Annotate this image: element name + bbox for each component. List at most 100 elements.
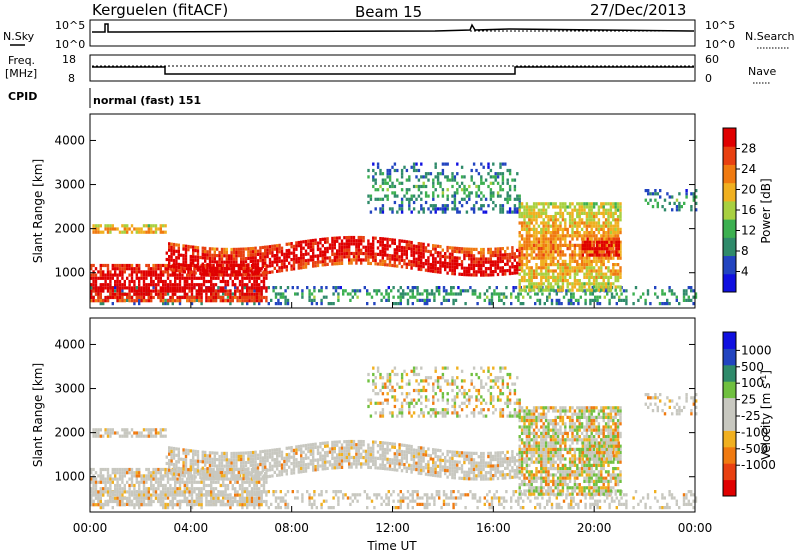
velocity-cell bbox=[191, 490, 193, 493]
power-cell bbox=[435, 204, 437, 207]
power-cell bbox=[293, 248, 295, 251]
power-cell bbox=[584, 244, 586, 247]
power-cell bbox=[196, 293, 198, 296]
power-cell bbox=[155, 274, 157, 277]
power-cell bbox=[104, 277, 106, 280]
power-cell bbox=[540, 247, 542, 250]
power-cell bbox=[379, 263, 381, 266]
power-cell bbox=[136, 227, 138, 230]
power-cell bbox=[558, 299, 560, 302]
power-cell bbox=[406, 247, 408, 250]
power-cell bbox=[591, 273, 593, 276]
power-cell bbox=[248, 280, 250, 283]
power-cell bbox=[668, 286, 670, 289]
power-cell bbox=[408, 201, 410, 204]
power-cell bbox=[232, 283, 234, 286]
power-cell bbox=[148, 274, 150, 277]
power-cell bbox=[538, 209, 540, 212]
velocity-cell bbox=[212, 500, 214, 503]
power-cell bbox=[499, 270, 501, 273]
power-cell bbox=[583, 257, 585, 260]
power-cell bbox=[567, 234, 569, 237]
power-cell bbox=[221, 254, 223, 257]
power-cell bbox=[552, 250, 554, 253]
power-cell bbox=[418, 268, 420, 271]
power-cell bbox=[619, 285, 621, 288]
power-cell bbox=[555, 234, 557, 237]
power-cell bbox=[422, 265, 424, 268]
power-cell bbox=[160, 286, 162, 289]
power-cell bbox=[269, 245, 271, 248]
power-cell bbox=[252, 260, 254, 263]
power-cell bbox=[324, 263, 326, 266]
power-cell bbox=[486, 296, 488, 299]
power-cell bbox=[535, 231, 537, 234]
power-cell bbox=[414, 296, 416, 299]
velocity-cell bbox=[155, 474, 157, 477]
power-cell bbox=[502, 163, 504, 166]
power-cell bbox=[491, 292, 493, 295]
velocity-cell bbox=[152, 471, 154, 474]
power-cell bbox=[170, 249, 172, 252]
power-cell bbox=[531, 212, 533, 215]
power-cell bbox=[625, 299, 627, 302]
power-colorbar-segment bbox=[723, 219, 736, 238]
power-cell bbox=[341, 239, 343, 242]
power-cell bbox=[253, 277, 255, 280]
power-cell bbox=[474, 289, 476, 292]
power-cell bbox=[257, 250, 259, 253]
power-cell bbox=[535, 282, 537, 285]
power-cell bbox=[598, 231, 600, 234]
power-cell bbox=[588, 250, 590, 253]
power-cell bbox=[692, 296, 694, 299]
power-cell bbox=[454, 175, 456, 178]
velocity-cell bbox=[258, 503, 260, 506]
power-cell bbox=[584, 302, 586, 305]
power-cell bbox=[377, 198, 379, 201]
power-cell bbox=[606, 241, 608, 244]
velocity-cell bbox=[661, 506, 663, 509]
velocity-cell bbox=[380, 496, 382, 499]
power-cell bbox=[562, 266, 564, 269]
power-cell bbox=[607, 202, 609, 205]
power-cell bbox=[685, 192, 687, 195]
power-cell bbox=[239, 290, 241, 293]
velocity-cell bbox=[232, 503, 234, 506]
power-cell bbox=[543, 244, 545, 247]
nsky-left-tick-top: 10^5 bbox=[55, 19, 85, 32]
power-ytick-label: 2000 bbox=[54, 222, 85, 236]
power-cell bbox=[588, 260, 590, 263]
power-cell bbox=[548, 296, 550, 299]
power-cell bbox=[199, 266, 201, 269]
velocity-cell bbox=[148, 494, 150, 497]
power-cell bbox=[92, 264, 94, 267]
power-cell bbox=[547, 285, 549, 288]
power-cell bbox=[300, 241, 302, 244]
velocity-cell bbox=[200, 494, 202, 497]
power-cell bbox=[274, 257, 276, 260]
power-cell bbox=[523, 225, 525, 228]
power-cell bbox=[356, 289, 358, 292]
velocity-cell bbox=[215, 497, 217, 500]
power-cell bbox=[116, 299, 118, 302]
velocity-cell bbox=[121, 468, 123, 471]
velocity-cell bbox=[138, 471, 140, 474]
power-cell bbox=[215, 283, 217, 286]
power-cell bbox=[603, 225, 605, 228]
power-cell bbox=[97, 227, 99, 230]
power-cell bbox=[138, 286, 140, 289]
power-cell bbox=[516, 265, 518, 268]
power-cell bbox=[396, 255, 398, 258]
power-cell bbox=[138, 299, 140, 302]
power-cell bbox=[485, 270, 487, 273]
power-cell bbox=[348, 249, 350, 252]
velocity-cell bbox=[124, 468, 126, 471]
power-cell bbox=[143, 277, 145, 280]
velocity-cell bbox=[647, 496, 649, 499]
power-cell bbox=[160, 231, 162, 234]
power-cell bbox=[128, 293, 130, 296]
power-cell bbox=[526, 260, 528, 263]
power-cell bbox=[332, 286, 334, 289]
velocity-cell bbox=[428, 503, 430, 506]
power-cell bbox=[387, 169, 389, 172]
